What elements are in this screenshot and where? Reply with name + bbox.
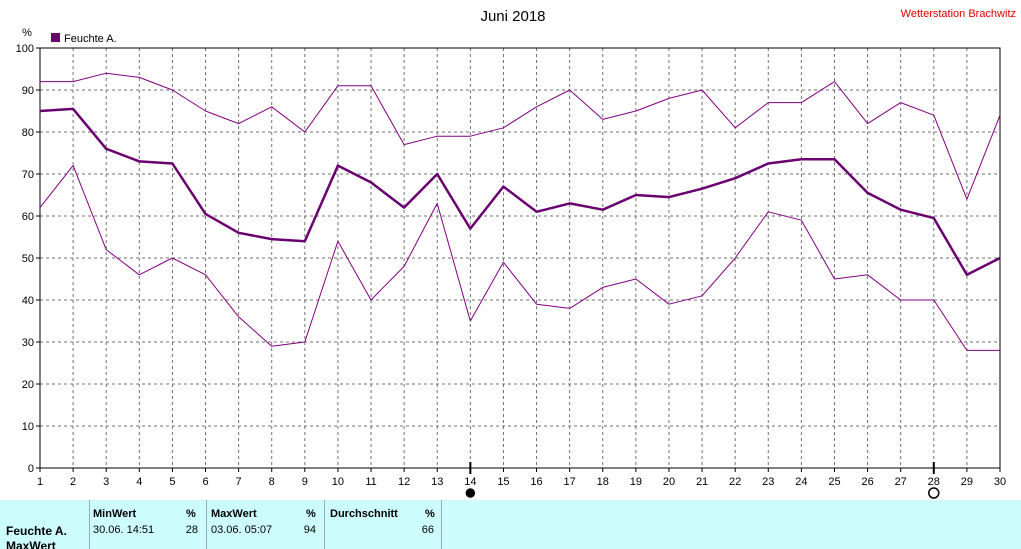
avg-unit: % xyxy=(425,508,435,520)
x-tick-label: 1 xyxy=(37,476,43,488)
x-tick-label: 8 xyxy=(269,476,275,488)
max-unit: % xyxy=(306,508,316,520)
x-tick-label: 23 xyxy=(762,476,774,488)
x-tick-label: 26 xyxy=(861,476,873,488)
y-tick-label: 20 xyxy=(22,379,34,391)
station-label: Wetterstation Brachwitz xyxy=(901,8,1016,20)
avg-header: Durchschnitt xyxy=(330,508,398,520)
max-time: 03.06. 05:07 xyxy=(211,524,273,536)
x-tick-label: 30 xyxy=(994,476,1006,488)
filled-marker-icon xyxy=(465,488,476,498)
series-line-avg xyxy=(39,107,1001,277)
y-tick-label: 60 xyxy=(22,211,34,223)
grid xyxy=(40,48,1000,468)
x-tick-label: 14 xyxy=(464,476,476,488)
y-tick-label: 40 xyxy=(22,295,34,307)
x-tick-label: 10 xyxy=(332,476,344,488)
x-tick-label: 18 xyxy=(597,476,609,488)
y-tick-label: 100 xyxy=(16,43,34,55)
y-tick-label: 0 xyxy=(28,463,34,475)
x-tick-label: 15 xyxy=(497,476,509,488)
x-tick-label: 2 xyxy=(70,476,76,488)
x-tick-label: 11 xyxy=(365,476,376,488)
row-label-2: MaxWert xyxy=(6,539,56,549)
max-value: 94 xyxy=(303,524,316,536)
x-tick-label: 4 xyxy=(136,476,142,488)
legend-swatch xyxy=(51,33,60,42)
open-marker-icon xyxy=(928,487,940,499)
chart-area: Juni 2018 Wetterstation Brachwitz % Feuc… xyxy=(16,8,1016,499)
x-tick-label: 13 xyxy=(431,476,443,488)
y-tick-label: 80 xyxy=(22,127,34,139)
x-tick-label: 16 xyxy=(530,476,542,488)
x-tick-label: 17 xyxy=(564,476,576,488)
min-value: 28 xyxy=(185,524,198,536)
min-header: MinWert xyxy=(93,508,137,520)
y-tick-label: 70 xyxy=(22,169,34,181)
x-tick-label: 7 xyxy=(236,476,242,488)
min-unit: % xyxy=(186,508,196,520)
y-tick-label: 10 xyxy=(22,421,34,433)
x-tick-label: 27 xyxy=(895,476,907,488)
x-tick-label: 9 xyxy=(302,476,308,488)
min-time: 30.06. 14:51 xyxy=(93,524,155,536)
row-label: Feuchte A. xyxy=(6,524,67,538)
x-tick-label: 28 xyxy=(928,476,940,488)
legend-label: Feuchte A. xyxy=(64,33,117,45)
max-header: MaxWert xyxy=(211,508,257,520)
y-tick-label: 50 xyxy=(22,253,34,265)
x-tick-label: 19 xyxy=(630,476,642,488)
y-tick-label: 90 xyxy=(22,85,34,97)
avg-value: 66 xyxy=(421,524,434,536)
chart-title: Juni 2018 xyxy=(480,8,545,25)
x-tick-label: 25 xyxy=(828,476,840,488)
x-tick-label: 12 xyxy=(398,476,410,488)
x-tick-label: 24 xyxy=(795,476,807,488)
x-tick-label: 21 xyxy=(696,476,708,488)
series-lines xyxy=(39,72,1001,351)
x-tick-label: 20 xyxy=(663,476,675,488)
series-line-max xyxy=(40,72,1001,200)
y-unit-label: % xyxy=(22,27,32,39)
markers xyxy=(465,462,940,499)
x-tick-label: 5 xyxy=(169,476,175,488)
series-line-min xyxy=(39,165,1000,351)
y-tick-label: 30 xyxy=(22,337,34,349)
x-tick-label: 6 xyxy=(202,476,208,488)
x-tick-label: 29 xyxy=(961,476,973,488)
x-tick-label: 22 xyxy=(729,476,741,488)
summary-table: MinWert % MaxWert % Durchschnitt % Feuch… xyxy=(0,500,1021,549)
x-tick-label: 3 xyxy=(103,476,109,488)
